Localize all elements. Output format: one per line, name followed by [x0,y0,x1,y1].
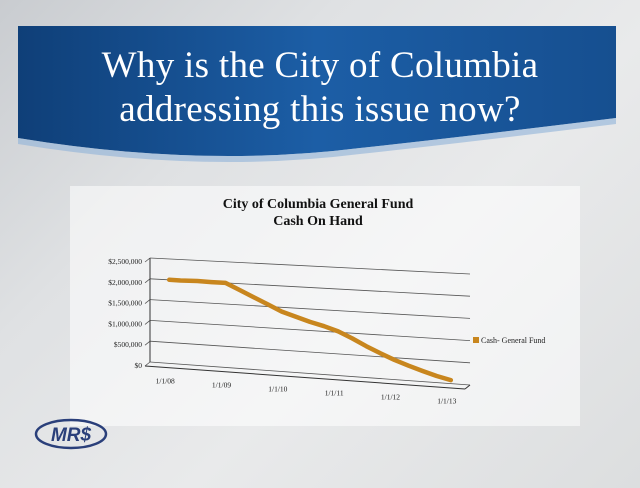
gridline [149,361,471,386]
banner-title-line-2: addressing this issue now? [119,89,521,130]
gridline [149,320,471,341]
x-axis-tick-labels: 1/1/08 1/1/09 1/1/10 1/1/11 1/1/12 1/1/13 [156,376,457,405]
chart-area-background [70,186,580,426]
banner-highlight [18,118,616,162]
y-axis-tick-labels: $2,500,000 $2,000,000 $1,500,000 $1,000,000… [108,257,142,370]
y-tick-label: $2,000,000 [108,278,142,287]
banner-background [18,26,616,156]
legend-swatch [473,337,479,343]
chart-series [166,277,454,383]
logo-text: MR$ [51,425,92,446]
floor-edge [464,384,471,390]
y-tick-label: $2,500,000 [108,257,142,266]
x-tick-label: 1/1/10 [268,384,287,393]
gridline [149,257,471,275]
y-tick-label: $500,000 [114,340,142,349]
chart-title: City of Columbia General Fund [223,197,414,212]
y-tick-label: $1,000,000 [108,319,142,328]
gridline-depth [144,299,151,304]
gridline-depth [144,278,151,284]
gridline-depth [144,257,151,263]
mrs-logo: MR$ [34,418,108,450]
legend-label: Cash- General Fund [481,336,545,345]
gridline [149,299,471,319]
gridline-depth [144,340,151,346]
x-tick-label: 1/1/12 [381,393,400,402]
x-axis-line [144,365,466,390]
gridline-depth [144,320,151,325]
gridline [149,340,471,364]
x-tick-label: 1/1/09 [212,380,231,389]
x-tick-label: 1/1/11 [325,389,344,398]
chart-axes [144,258,471,390]
series-line [166,277,454,383]
x-tick-label: 1/1/08 [156,376,175,385]
title-banner [18,26,616,162]
y-tick-label: $0 [135,361,143,370]
banner-title-line-1: Why is the City of Columbia [101,45,539,86]
x-tick-label: 1/1/13 [437,397,456,406]
chart-subtitle: Cash On Hand [273,214,363,229]
chart-legend: Cash- General Fund [473,336,545,345]
gridline-depth [144,361,151,367]
y-tick-label: $1,500,000 [108,299,142,308]
